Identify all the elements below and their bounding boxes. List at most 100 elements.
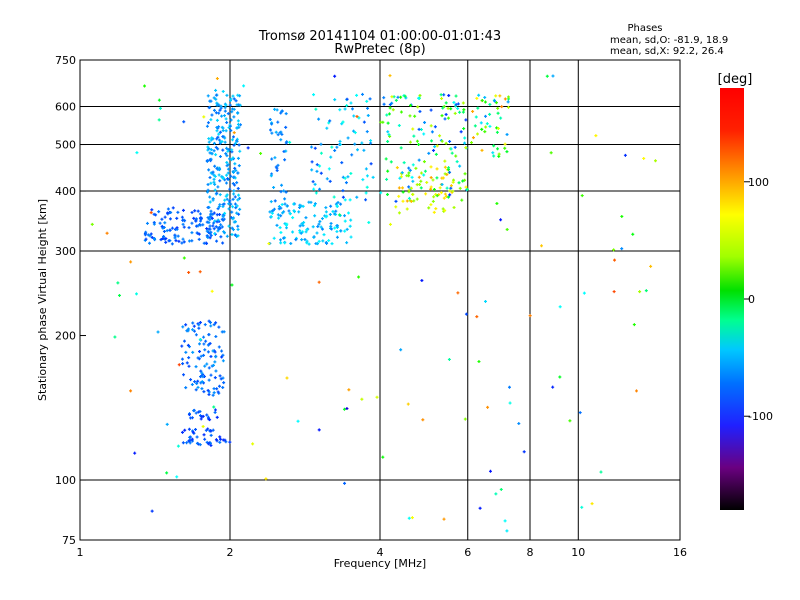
data-point bbox=[198, 342, 202, 346]
x-tick-label: 4 bbox=[377, 546, 384, 559]
chart-title: Tromsø 20141104 01:00:00-01:01:43 bbox=[258, 29, 501, 44]
data-point bbox=[350, 107, 354, 111]
data-point bbox=[445, 172, 449, 176]
data-point bbox=[332, 195, 336, 199]
data-point bbox=[198, 349, 202, 353]
data-point bbox=[209, 355, 213, 359]
data-point bbox=[364, 167, 368, 171]
data-point bbox=[505, 529, 509, 533]
data-point bbox=[334, 209, 338, 213]
data-point bbox=[280, 132, 284, 136]
data-point bbox=[217, 125, 221, 129]
data-point bbox=[224, 129, 228, 133]
data-point bbox=[192, 216, 196, 220]
data-point bbox=[361, 178, 365, 182]
y-tick-label: 750 bbox=[55, 54, 76, 67]
data-point bbox=[215, 387, 219, 391]
data-point bbox=[135, 151, 139, 155]
data-point bbox=[399, 175, 403, 179]
data-point bbox=[269, 200, 273, 204]
data-point bbox=[236, 224, 240, 228]
data-point bbox=[221, 89, 225, 93]
data-point bbox=[283, 197, 287, 201]
data-point bbox=[432, 195, 436, 199]
data-point bbox=[458, 110, 462, 114]
data-point bbox=[212, 108, 216, 112]
data-point bbox=[270, 122, 274, 126]
data-point bbox=[232, 131, 236, 135]
data-point bbox=[227, 224, 231, 228]
data-point bbox=[210, 216, 214, 220]
data-point bbox=[208, 99, 212, 103]
data-point bbox=[208, 342, 212, 346]
data-point bbox=[223, 438, 227, 442]
data-point bbox=[228, 187, 232, 191]
data-point bbox=[365, 174, 369, 178]
data-point bbox=[279, 214, 283, 218]
data-point bbox=[207, 221, 211, 225]
data-point bbox=[234, 206, 238, 210]
data-point bbox=[612, 290, 616, 294]
data-point bbox=[444, 101, 448, 105]
data-point bbox=[191, 430, 195, 434]
data-point bbox=[330, 145, 334, 149]
data-point bbox=[357, 116, 361, 120]
x-tick-label: 6 bbox=[464, 546, 471, 559]
data-point bbox=[327, 167, 331, 171]
data-point bbox=[456, 291, 460, 295]
data-point bbox=[238, 207, 242, 211]
data-point bbox=[310, 168, 314, 172]
data-point bbox=[341, 120, 345, 124]
data-point bbox=[397, 194, 401, 198]
data-point bbox=[180, 357, 184, 361]
data-point bbox=[202, 390, 206, 394]
data-point bbox=[214, 335, 218, 339]
data-point bbox=[270, 157, 274, 161]
data-point bbox=[182, 120, 186, 124]
phases-legend-line-x: mean, sd,X: 92.2, 26.4 bbox=[610, 46, 724, 57]
data-point bbox=[223, 198, 227, 202]
data-point bbox=[282, 236, 286, 240]
colorbar-label: [deg] bbox=[718, 72, 753, 87]
data-point bbox=[458, 164, 462, 168]
data-point bbox=[494, 492, 498, 496]
data-point bbox=[236, 111, 240, 115]
data-point bbox=[291, 216, 295, 220]
data-point bbox=[235, 234, 239, 238]
data-point bbox=[194, 388, 198, 392]
data-point bbox=[215, 191, 219, 195]
data-point bbox=[180, 215, 184, 219]
data-point bbox=[385, 113, 389, 117]
data-point bbox=[414, 166, 418, 170]
data-point bbox=[182, 240, 186, 244]
data-point bbox=[381, 455, 385, 459]
data-point bbox=[313, 214, 317, 218]
data-point bbox=[410, 175, 414, 179]
data-point bbox=[343, 229, 347, 233]
data-point bbox=[212, 387, 216, 391]
data-point bbox=[217, 384, 221, 388]
data-point bbox=[442, 517, 446, 521]
data-point bbox=[488, 112, 492, 116]
data-point bbox=[419, 179, 423, 183]
data-point bbox=[212, 227, 216, 231]
data-point bbox=[353, 142, 357, 146]
data-point bbox=[460, 198, 464, 202]
data-point bbox=[632, 323, 636, 327]
data-point bbox=[246, 146, 250, 150]
data-point bbox=[335, 235, 339, 239]
data-point bbox=[480, 148, 484, 152]
data-point bbox=[399, 146, 403, 150]
data-point bbox=[187, 427, 191, 431]
data-point bbox=[324, 210, 328, 214]
data-point bbox=[415, 139, 419, 143]
data-point bbox=[429, 176, 433, 180]
data-point bbox=[327, 121, 331, 125]
data-point bbox=[216, 207, 220, 211]
data-point bbox=[236, 122, 240, 126]
data-point bbox=[209, 443, 213, 447]
data-point bbox=[343, 176, 347, 180]
data-point bbox=[190, 210, 194, 214]
data-point bbox=[279, 238, 283, 242]
data-point bbox=[405, 174, 409, 178]
